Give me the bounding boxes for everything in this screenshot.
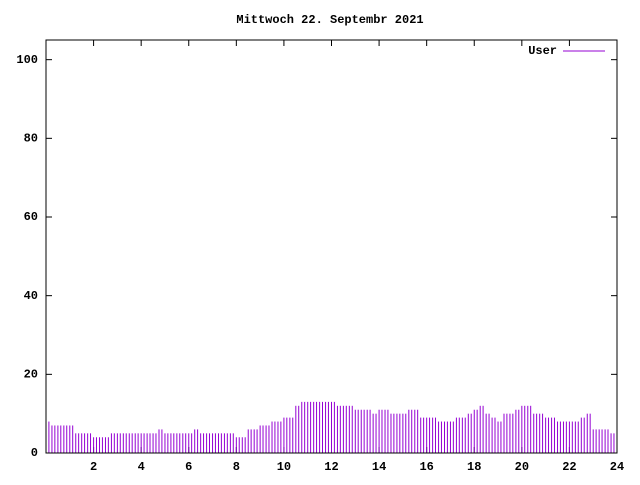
- x-tick-label: 10: [277, 460, 291, 474]
- plot-border: [45, 39, 618, 454]
- y-tick-label: 40: [24, 289, 38, 303]
- y-tick-label: 80: [24, 132, 38, 146]
- x-tick-label: 2: [90, 460, 97, 474]
- x-tick-label: 8: [233, 460, 240, 474]
- x-tick-label: 12: [324, 460, 338, 474]
- y-tick-label: 60: [24, 210, 38, 224]
- x-tick-label: 14: [372, 460, 386, 474]
- x-tick-label: 6: [185, 460, 192, 474]
- chart-title: Mittwoch 22. Septembr 2021: [236, 13, 423, 27]
- y-tick-label: 0: [31, 446, 38, 460]
- x-tick-label: 16: [419, 460, 433, 474]
- x-tick-label: 4: [138, 460, 145, 474]
- x-tick-label: 24: [610, 460, 624, 474]
- legend-label: User: [528, 44, 557, 58]
- y-tick-label: 100: [16, 53, 38, 67]
- x-tick-label: 22: [562, 460, 576, 474]
- x-tick-label: 18: [467, 460, 481, 474]
- x-tick-label: 20: [515, 460, 529, 474]
- y-tick-label: 20: [24, 368, 38, 382]
